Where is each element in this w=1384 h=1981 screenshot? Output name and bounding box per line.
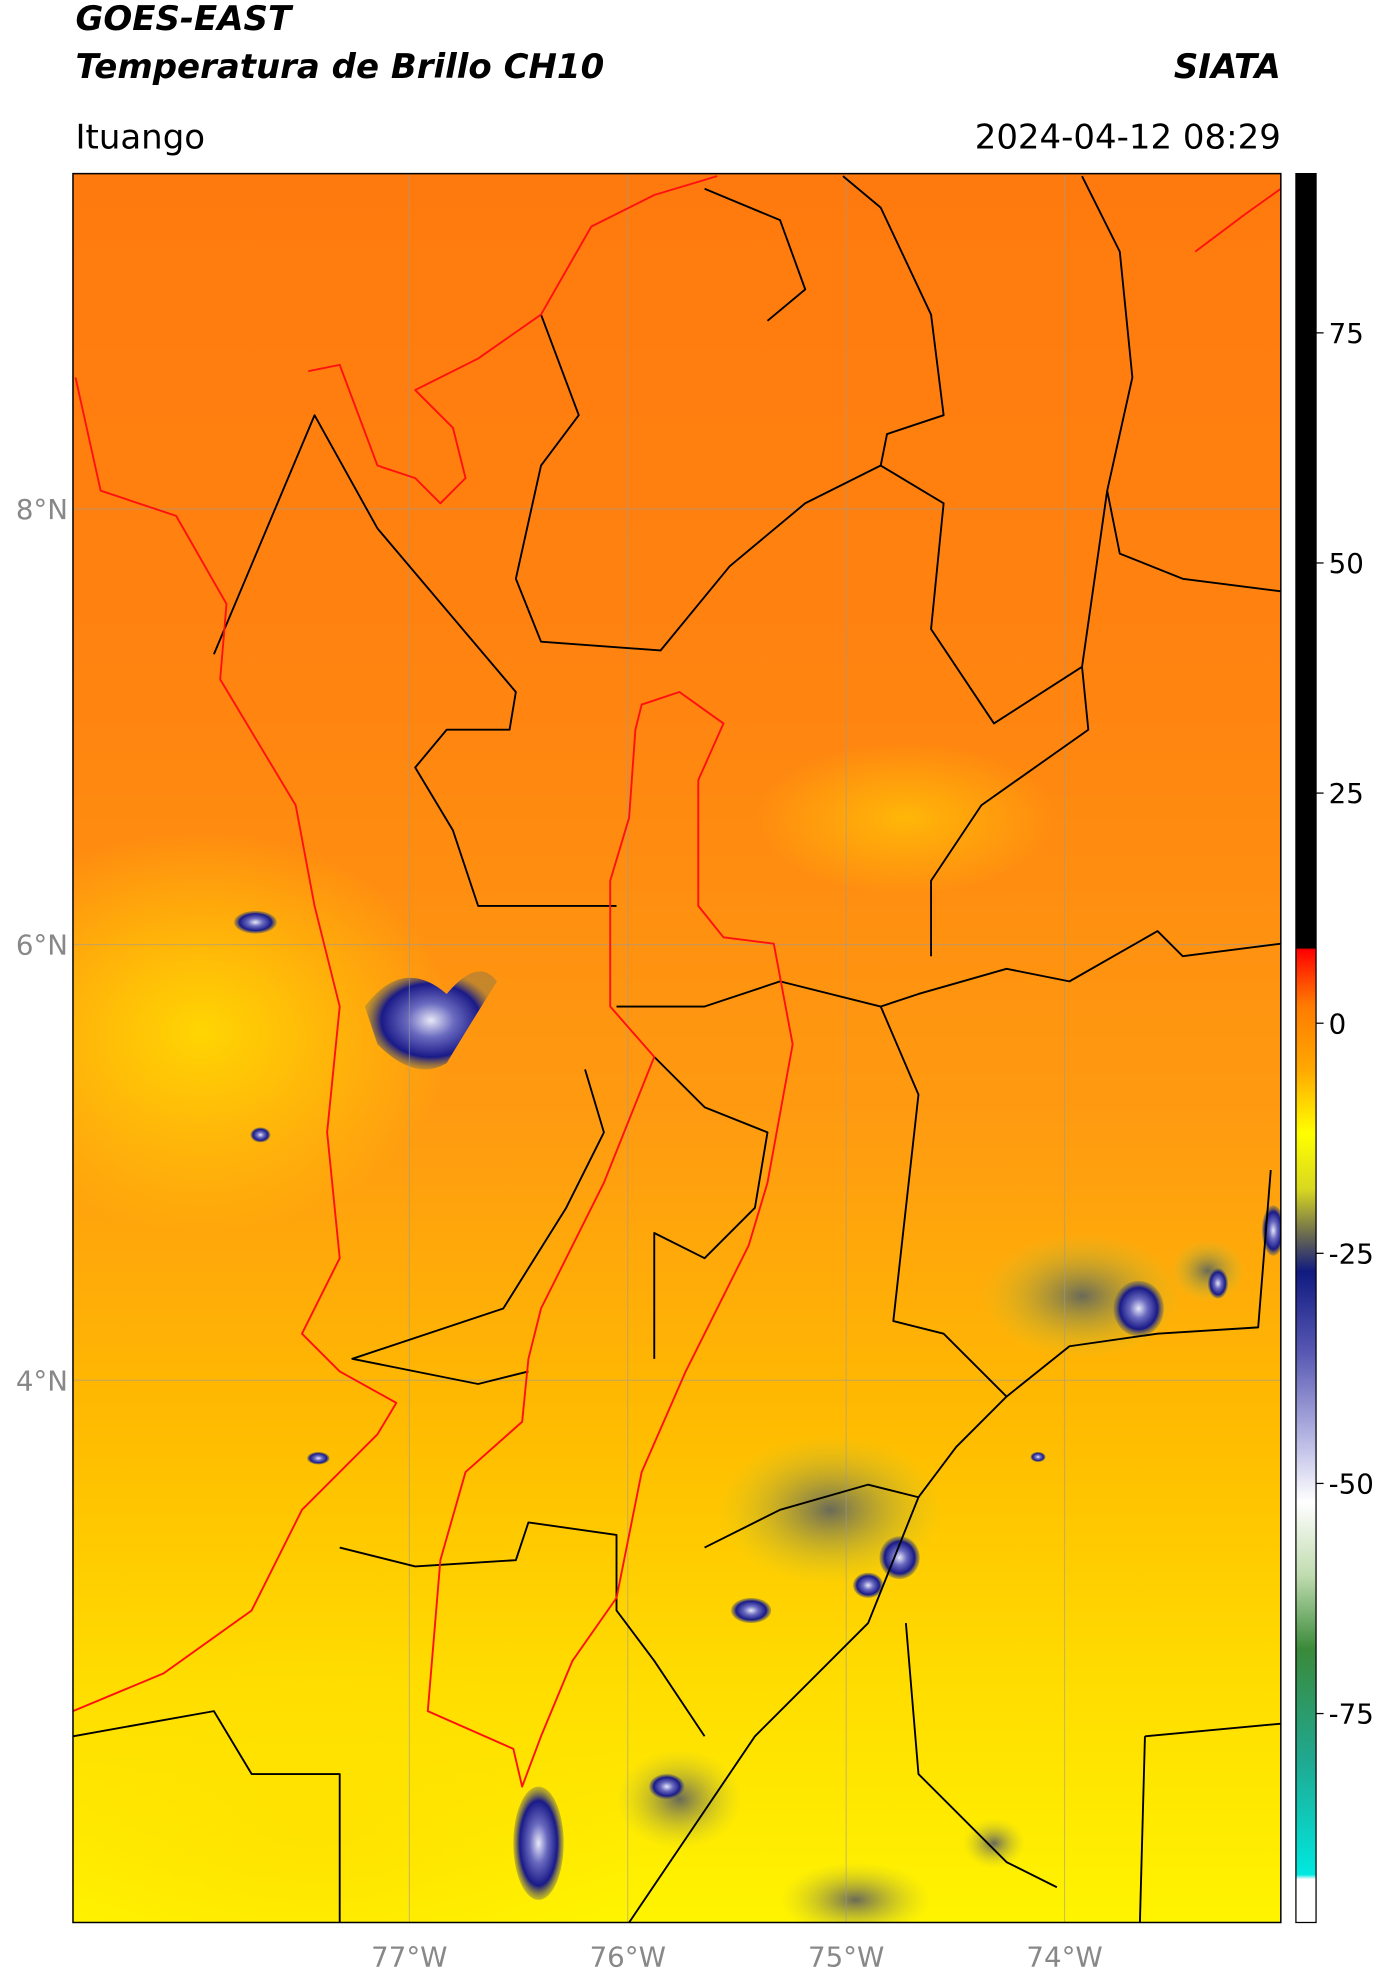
- colorbar-tick-label: 50: [1329, 547, 1364, 580]
- field: [72, 830, 453, 1233]
- colorbar-tick-label: -25: [1329, 1237, 1374, 1270]
- grid: [72, 173, 1281, 1923]
- x-tick-label: 77°W: [371, 1941, 447, 1974]
- colorbar-tick-label: -75: [1329, 1698, 1374, 1731]
- field: [754, 742, 1057, 894]
- field: [72, 1635, 642, 1923]
- title: GOES-EAST: [75, 0, 293, 39]
- y-tick-label: 4°N: [16, 1364, 68, 1397]
- source: SIATA: [1174, 47, 1281, 87]
- subtitle: Temperatura de Brillo CH10: [75, 47, 604, 87]
- borders: [72, 175, 1281, 1923]
- y-tick-label: 8°N: [16, 493, 68, 526]
- map-image: [72, 173, 1281, 1923]
- clouds: [234, 910, 1281, 1923]
- colorbar: [1295, 172, 1317, 1924]
- colorbar-tick-label: -50: [1329, 1468, 1374, 1501]
- coastline: [72, 175, 1281, 1788]
- datetime: 2024-04-12 08:29: [975, 117, 1281, 157]
- x-tick-label: 75°W: [808, 1941, 884, 1974]
- colorbar-tick-label: 25: [1329, 777, 1364, 810]
- colorbar-tick-label: 0: [1329, 1007, 1347, 1040]
- y-tick-label: 6°N: [16, 929, 68, 962]
- location: Ituango: [75, 117, 205, 157]
- map-frame: [72, 172, 1282, 1924]
- colorbar-tick-label: 75: [1329, 317, 1364, 350]
- x-tick-label: 74°W: [1026, 1941, 1102, 1974]
- x-tick-label: 76°W: [590, 1941, 666, 1974]
